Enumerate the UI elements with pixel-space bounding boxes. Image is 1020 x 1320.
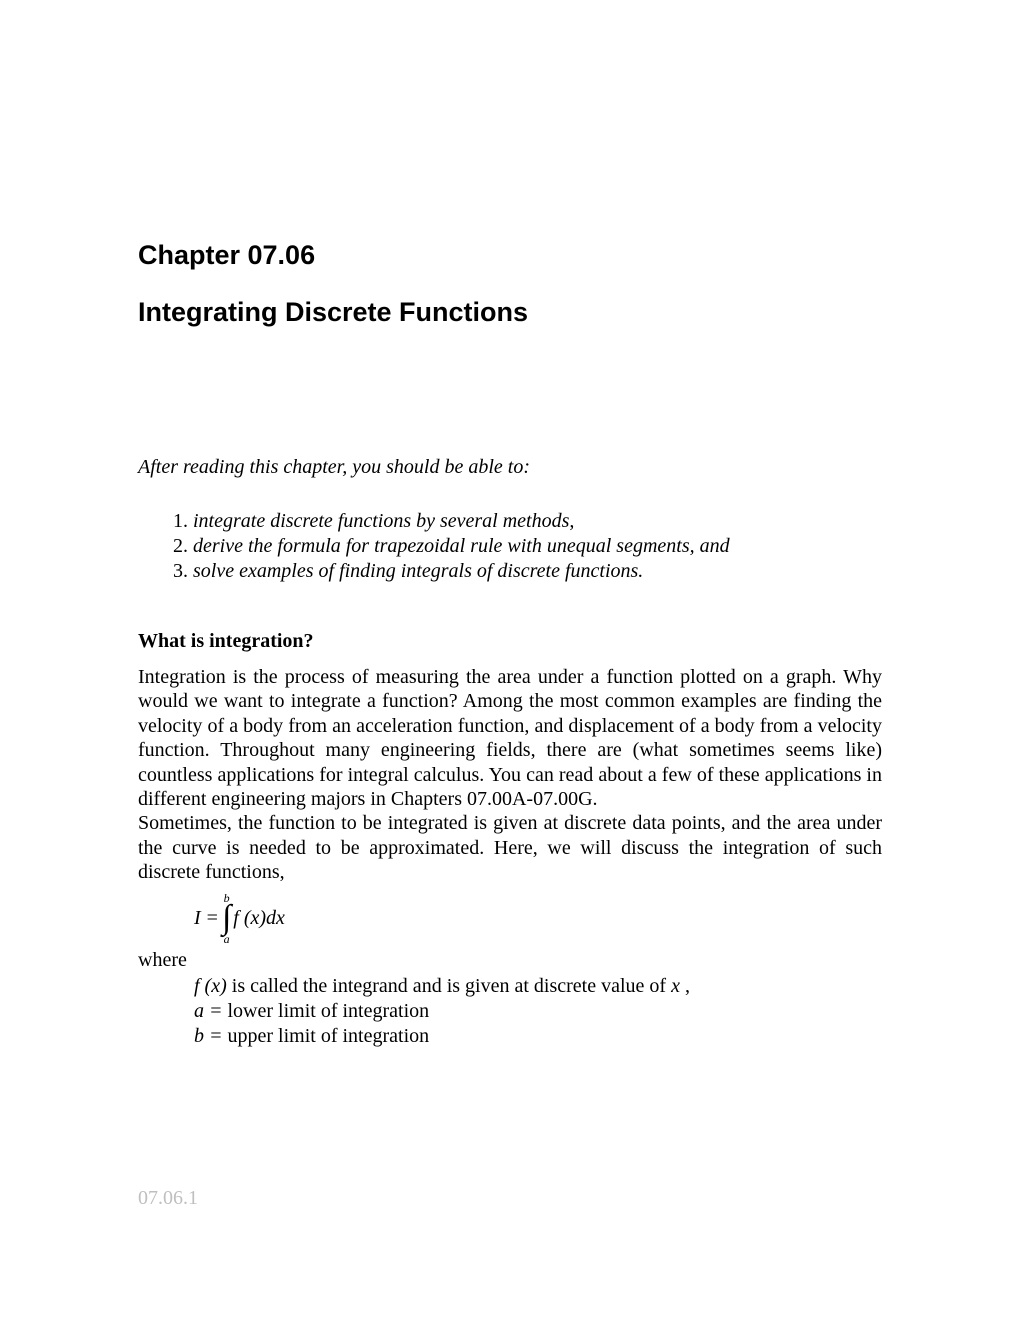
definition-b: b = upper limit of integration xyxy=(194,1024,882,1049)
math-a: a = xyxy=(194,1000,223,1022)
page-number: 07.06.1 xyxy=(138,1187,198,1210)
definition-fx: f (x) is called the integrand and is giv… xyxy=(194,974,882,999)
definition-a: a = lower limit of integration xyxy=(194,999,882,1024)
def-text: is called the integrand and is given at … xyxy=(227,975,671,997)
integral-symbol: b ∫ a xyxy=(222,892,231,945)
integrand: f (x)dx xyxy=(233,907,285,930)
where-label: where xyxy=(138,949,882,972)
math-b: b = xyxy=(194,1025,223,1047)
chapter-number: Chapter 07.06 xyxy=(138,240,882,271)
equation-equals: = xyxy=(207,907,218,930)
def-comma: , xyxy=(680,975,690,997)
body-paragraph: Sometimes, the function to be integrated… xyxy=(138,811,882,884)
objective-item: integrate discrete functions by several … xyxy=(193,509,882,534)
def-text: lower limit of integration xyxy=(223,1000,430,1022)
objective-item: derive the formula for trapezoidal rule … xyxy=(193,534,882,559)
equation: I = b ∫ a f (x)dx xyxy=(194,891,882,947)
intro-line: After reading this chapter, you should b… xyxy=(138,456,882,479)
def-text: upper limit of integration xyxy=(223,1025,430,1047)
objective-item: solve examples of finding integrals of d… xyxy=(193,559,882,584)
definitions: f (x) is called the integrand and is giv… xyxy=(194,974,882,1049)
equation-lhs: I xyxy=(194,907,201,930)
body-paragraph: Integration is the process of measuring … xyxy=(138,665,882,811)
section-heading: What is integration? xyxy=(138,630,882,653)
objectives-list: integrate discrete functions by several … xyxy=(193,509,882,584)
document-page: Chapter 07.06 Integrating Discrete Funct… xyxy=(0,0,1020,1049)
lower-limit: a xyxy=(224,933,230,945)
math-fx: f (x) xyxy=(194,975,227,997)
integral-sign: ∫ xyxy=(222,904,231,933)
chapter-title: Integrating Discrete Functions xyxy=(138,297,882,328)
math-x: x xyxy=(671,975,680,997)
